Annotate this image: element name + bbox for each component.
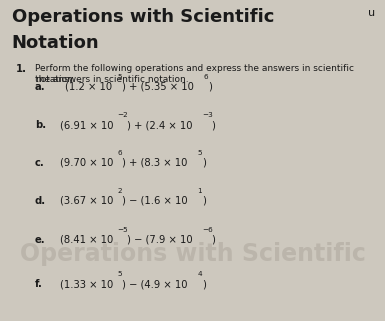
Text: 6: 6 <box>203 74 208 80</box>
Text: e.: e. <box>35 235 45 245</box>
Text: 1.: 1. <box>15 64 27 74</box>
Text: b.: b. <box>35 120 46 130</box>
Text: 6: 6 <box>118 150 122 156</box>
Text: −3: −3 <box>202 112 213 118</box>
Text: a.: a. <box>35 82 45 92</box>
Text: 5: 5 <box>118 74 122 80</box>
Text: Perform the following operations and express the answers in scientific notation.: Perform the following operations and exp… <box>35 64 354 83</box>
Text: −5: −5 <box>118 227 129 233</box>
Text: −2: −2 <box>118 112 129 118</box>
Text: ) − (1.6 × 10: ) − (1.6 × 10 <box>122 196 188 206</box>
Text: 5: 5 <box>118 271 122 277</box>
Text: (8.41 × 10: (8.41 × 10 <box>60 235 113 245</box>
Text: (6.91 × 10: (6.91 × 10 <box>60 120 113 130</box>
Text: (9.70 × 10: (9.70 × 10 <box>60 158 113 168</box>
Text: (1.33 × 10: (1.33 × 10 <box>60 279 113 289</box>
Text: ): ) <box>202 196 206 206</box>
Text: Operations with Scientific: Operations with Scientific <box>20 242 365 265</box>
Text: c.: c. <box>35 158 44 168</box>
Text: the answers in scientific notation.: the answers in scientific notation. <box>35 75 188 84</box>
Text: Operations with Scientific: Operations with Scientific <box>12 8 274 26</box>
Text: f.: f. <box>35 279 42 289</box>
Text: ): ) <box>211 120 215 130</box>
Text: ) + (2.4 × 10: ) + (2.4 × 10 <box>127 120 192 130</box>
Text: u: u <box>368 8 375 18</box>
Text: 4: 4 <box>198 271 202 277</box>
Text: 5: 5 <box>198 150 202 156</box>
Text: ): ) <box>211 235 215 245</box>
Text: (1.2 × 10: (1.2 × 10 <box>65 82 112 92</box>
Text: Notation: Notation <box>12 34 99 52</box>
Text: −6: −6 <box>202 227 213 233</box>
Text: ): ) <box>202 158 206 168</box>
Text: ) + (5.35 × 10: ) + (5.35 × 10 <box>122 82 194 92</box>
Text: ) + (8.3 × 10: ) + (8.3 × 10 <box>122 158 187 168</box>
Text: (3.67 × 10: (3.67 × 10 <box>60 196 113 206</box>
Text: 2: 2 <box>118 188 122 194</box>
Text: ): ) <box>202 279 206 289</box>
Text: ) − (4.9 × 10: ) − (4.9 × 10 <box>122 279 187 289</box>
Text: ): ) <box>208 82 212 92</box>
Text: ) − (7.9 × 10: ) − (7.9 × 10 <box>127 235 192 245</box>
Text: 1: 1 <box>198 188 202 194</box>
Text: d.: d. <box>35 196 46 206</box>
